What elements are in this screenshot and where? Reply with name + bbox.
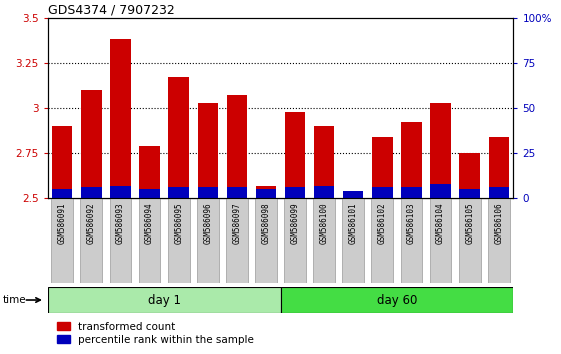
Bar xyxy=(139,146,160,198)
Bar xyxy=(256,185,276,198)
Text: GSM586106: GSM586106 xyxy=(494,202,503,244)
Text: GSM586098: GSM586098 xyxy=(261,202,270,244)
Bar xyxy=(372,137,393,198)
Bar xyxy=(255,198,277,283)
Bar xyxy=(139,198,160,283)
Bar xyxy=(343,195,364,198)
Bar xyxy=(51,198,73,283)
Bar xyxy=(139,189,160,198)
Text: GSM586094: GSM586094 xyxy=(145,202,154,244)
Text: GDS4374 / 7907232: GDS4374 / 7907232 xyxy=(48,4,174,17)
Bar xyxy=(80,198,102,283)
Bar xyxy=(81,187,102,198)
Bar xyxy=(459,198,481,283)
Bar xyxy=(401,198,422,283)
Bar xyxy=(371,198,393,283)
Text: GSM586100: GSM586100 xyxy=(320,202,329,244)
Bar xyxy=(197,103,218,198)
Bar xyxy=(401,187,422,198)
Legend: transformed count, percentile rank within the sample: transformed count, percentile rank withi… xyxy=(53,317,258,349)
Bar xyxy=(314,185,334,198)
Bar xyxy=(285,112,305,198)
Bar xyxy=(343,191,364,198)
Bar xyxy=(313,198,335,283)
Bar xyxy=(48,287,280,313)
Bar xyxy=(168,187,189,198)
Text: GSM586091: GSM586091 xyxy=(58,202,67,244)
Text: GSM586095: GSM586095 xyxy=(174,202,183,244)
Bar xyxy=(285,187,305,198)
Bar xyxy=(109,198,131,283)
Bar xyxy=(227,187,247,198)
Bar xyxy=(459,153,480,198)
Text: GSM586101: GSM586101 xyxy=(349,202,358,244)
Text: time: time xyxy=(3,295,26,305)
Bar xyxy=(489,137,509,198)
Bar xyxy=(280,287,513,313)
Bar xyxy=(168,198,190,283)
Text: GSM586092: GSM586092 xyxy=(87,202,96,244)
Text: GSM586093: GSM586093 xyxy=(116,202,125,244)
Bar xyxy=(256,189,276,198)
Bar xyxy=(488,198,510,283)
Text: GSM586104: GSM586104 xyxy=(436,202,445,244)
Bar xyxy=(430,198,452,283)
Text: day 60: day 60 xyxy=(377,293,417,307)
Bar xyxy=(52,126,72,198)
Text: GSM586103: GSM586103 xyxy=(407,202,416,244)
Bar xyxy=(342,198,364,283)
Bar xyxy=(226,198,248,283)
Bar xyxy=(227,95,247,198)
Bar xyxy=(197,198,219,283)
Bar xyxy=(489,187,509,198)
Text: GSM586097: GSM586097 xyxy=(232,202,241,244)
Bar xyxy=(372,187,393,198)
Text: GSM586102: GSM586102 xyxy=(378,202,387,244)
Bar xyxy=(314,126,334,198)
Bar xyxy=(197,187,218,198)
Bar xyxy=(430,103,450,198)
Bar xyxy=(111,185,131,198)
Bar xyxy=(401,122,422,198)
Bar xyxy=(284,198,306,283)
Bar xyxy=(430,184,450,198)
Text: GSM586099: GSM586099 xyxy=(291,202,300,244)
Bar xyxy=(81,90,102,198)
Text: GSM586105: GSM586105 xyxy=(465,202,474,244)
Bar xyxy=(168,77,189,198)
Bar xyxy=(111,39,131,198)
Bar xyxy=(459,189,480,198)
Text: day 1: day 1 xyxy=(148,293,181,307)
Text: GSM586096: GSM586096 xyxy=(203,202,212,244)
Bar xyxy=(52,189,72,198)
